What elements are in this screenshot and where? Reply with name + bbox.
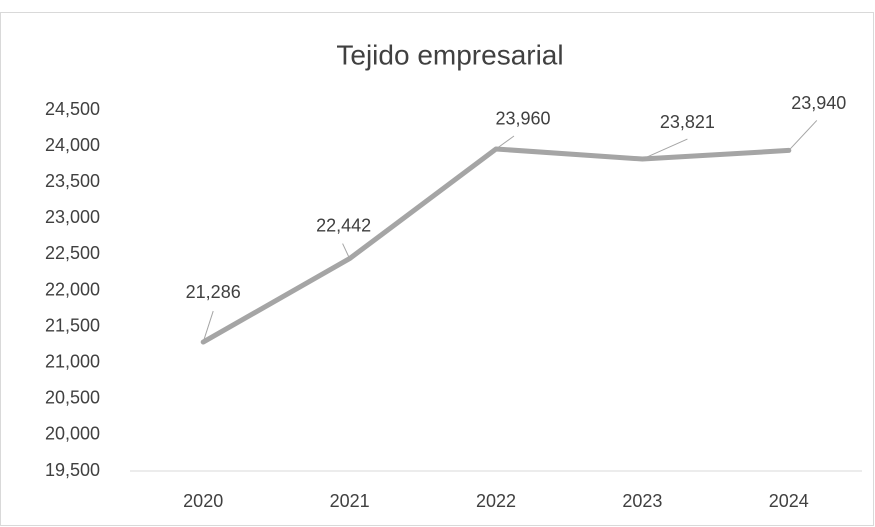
data-label: 23,960 [495, 109, 550, 129]
leader-line [642, 138, 688, 160]
x-tick-label: 2020 [183, 491, 223, 511]
x-tick-label: 2023 [622, 491, 662, 511]
y-tick-label: 24,500 [45, 99, 100, 119]
data-label: 21,286 [186, 282, 241, 302]
y-tick-label: 24,000 [45, 135, 100, 155]
y-tick-label: 20,500 [45, 388, 100, 408]
x-tick-label: 2021 [330, 491, 370, 511]
y-tick-label: 20,000 [45, 424, 100, 444]
y-tick-label: 21,500 [45, 315, 100, 335]
y-tick-label: 23,500 [45, 171, 100, 191]
y-tick-label: 21,000 [45, 351, 100, 371]
leader-line [495, 135, 515, 150]
leader-line [202, 310, 214, 343]
data-label: 22,442 [316, 215, 371, 235]
y-tick-label: 22,000 [45, 279, 100, 299]
x-tick-label: 2022 [476, 491, 516, 511]
y-tick-label: 22,500 [45, 243, 100, 263]
leader-line [788, 120, 818, 151]
y-tick-label: 23,000 [45, 207, 100, 227]
x-tick-label: 2024 [769, 491, 809, 511]
data-label: 23,821 [660, 112, 715, 132]
chart-border [0, 12, 874, 526]
leader-line [342, 243, 351, 259]
chart-title: Tejido empresarial [336, 39, 563, 70]
data-label: 23,940 [791, 93, 846, 113]
y-tick-label: 19,500 [45, 460, 100, 480]
